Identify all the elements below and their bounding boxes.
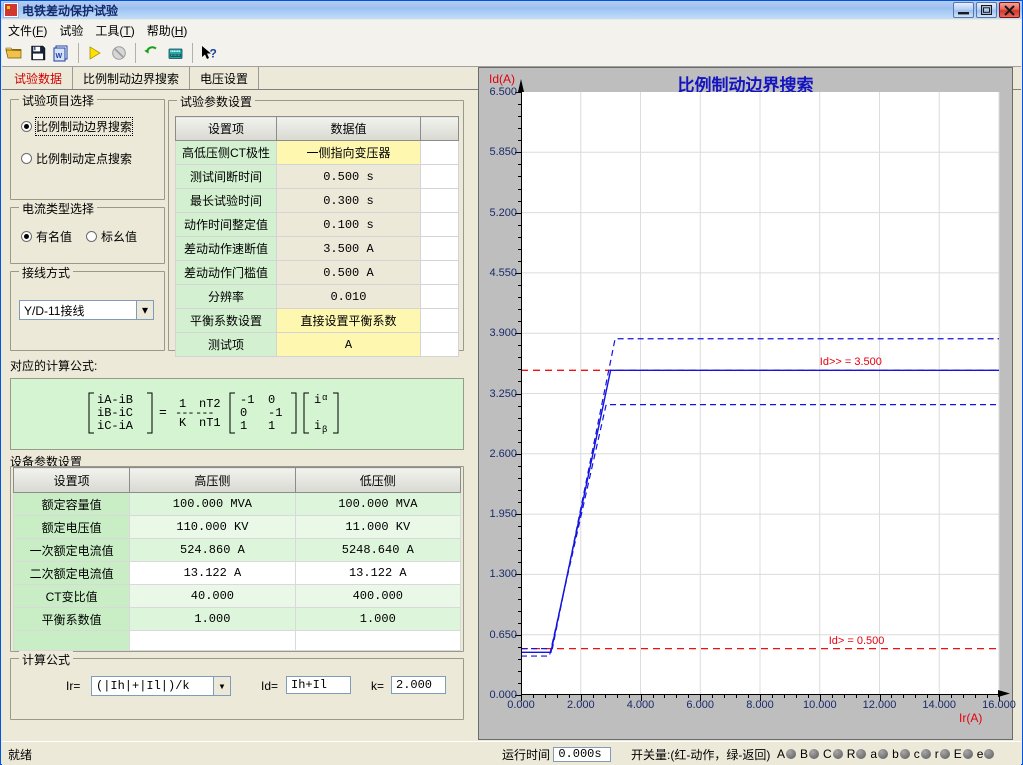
svg-text:α: α bbox=[322, 393, 328, 403]
svg-text:i: i bbox=[314, 393, 321, 407]
svg-text:0: 0 bbox=[240, 406, 247, 420]
svg-text:W: W bbox=[56, 53, 63, 60]
svg-text:1: 1 bbox=[268, 419, 275, 433]
svg-text:iA-iB: iA-iB bbox=[97, 393, 133, 407]
svg-text:iC-iA: iC-iA bbox=[97, 419, 134, 433]
svg-text:=: = bbox=[159, 405, 167, 420]
svg-text:nT1: nT1 bbox=[199, 416, 221, 430]
svg-text:1: 1 bbox=[240, 419, 247, 433]
svg-text:0: 0 bbox=[268, 393, 275, 407]
svg-text:iB-iC: iB-iC bbox=[97, 406, 133, 420]
svg-text:?: ? bbox=[210, 47, 217, 61]
svg-text:-1: -1 bbox=[268, 406, 282, 420]
svg-text:β: β bbox=[322, 425, 327, 435]
svg-text:-1: -1 bbox=[240, 393, 254, 407]
svg-text:K: K bbox=[179, 416, 187, 430]
svg-text:i: i bbox=[314, 419, 321, 433]
